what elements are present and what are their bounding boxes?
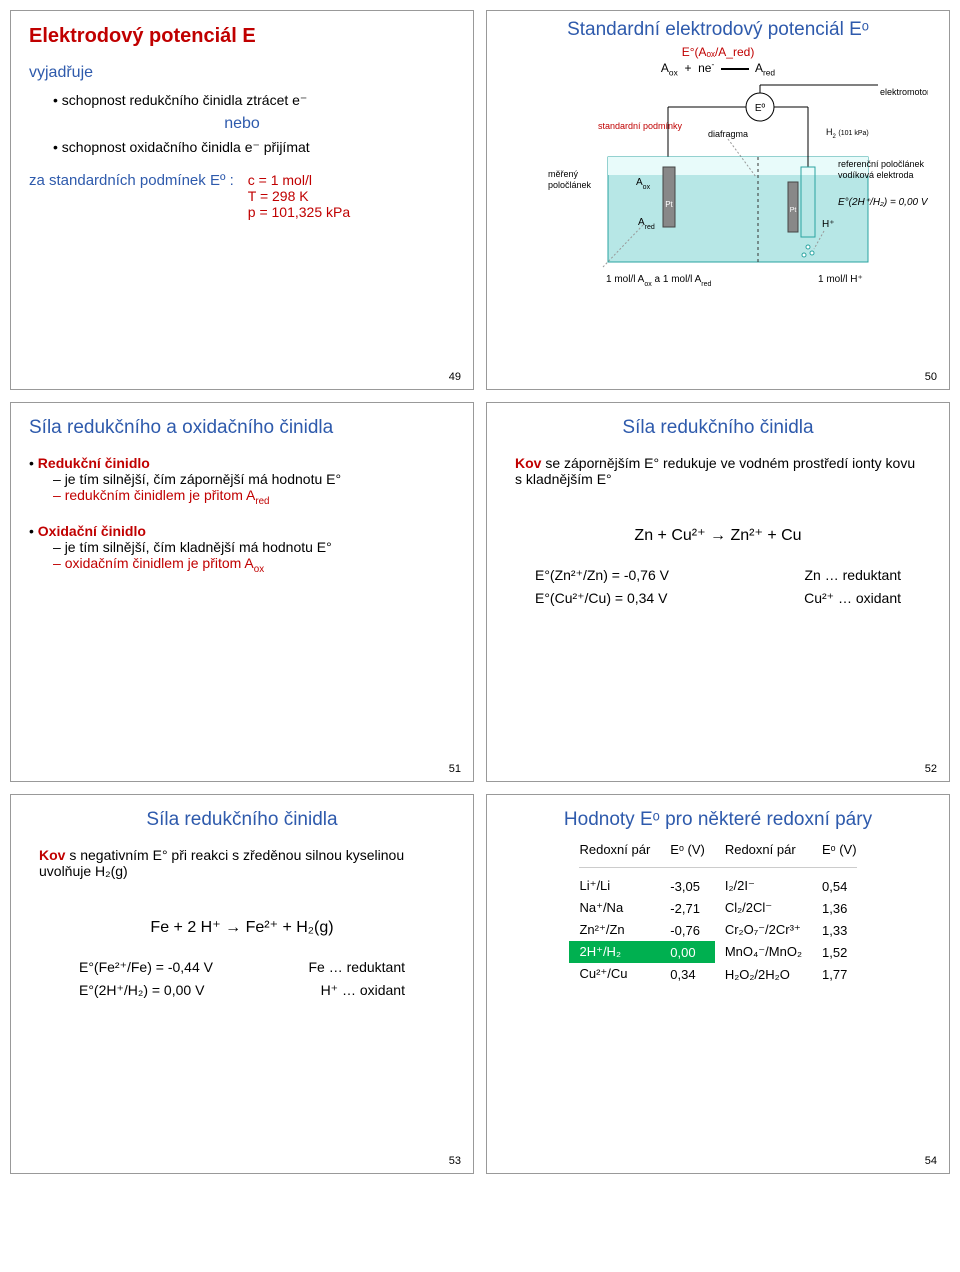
slide-53: Síla redukčního činidla Kov s negativním… (10, 794, 474, 1174)
fe-reduktant: Fe … reduktant (309, 959, 406, 976)
table-cell: -0,76 (660, 919, 715, 941)
cond-p: p = 101,325 kPa (248, 204, 350, 220)
slide-number: 50 (925, 371, 937, 383)
col-h1: Redoxní pár (569, 839, 660, 860)
red-2: redukčním činidlem je přitom Ared (53, 487, 455, 507)
svg-text:diafragma: diafragma (708, 129, 748, 139)
svg-text:E°(2H⁺/H₂) = 0,00 V: E°(2H⁺/H₂) = 0,00 V (838, 197, 928, 208)
table-cell: Zn²⁺/Zn (569, 919, 660, 941)
col-h3: Redoxní pár (715, 839, 812, 860)
table-cell: 0,54 (812, 875, 867, 897)
bullet-1: schopnost redukčního činidla ztrácet e⁻ (53, 92, 455, 109)
svg-text:referenční poločlánekvodíková: referenční poločlánekvodíková elektroda (838, 159, 925, 180)
eq-top: E°(Aₒₓ/A_red) (682, 45, 755, 59)
slide-title: Síla redukčního činidla (505, 417, 931, 439)
table-cell: MnO₄⁻/MnO₂ (715, 941, 812, 963)
ox-h: Oxidační činidlo (38, 523, 146, 539)
table-row: 2H⁺/H₂0,00MnO₄⁻/MnO₂1,52 (569, 941, 866, 963)
table-cell: H₂O₂/2H₂O (715, 963, 812, 985)
col-h4: Eᵒ (V) (812, 839, 867, 860)
kov-text: se zápornějším E° redukuje ve vodném pro… (515, 455, 915, 487)
svg-text:H2 (101 kPa): H2 (101 kPa) (826, 127, 869, 140)
ox-1: je tím silnější, čím kladnější má hodnot… (53, 539, 455, 555)
electrochemical-cell-diagram: Eº elektromotorická síla diafragma stand… (508, 77, 928, 287)
svg-text:1 mol/l H⁺: 1 mol/l H⁺ (818, 274, 863, 285)
main-eq: Aox + ne- Ared (661, 61, 775, 75)
slide-title: Standardní elektrodový potenciál Eᵒ (505, 19, 931, 41)
table-cell: -3,05 (660, 875, 715, 897)
slide-number: 54 (925, 1155, 937, 1167)
zn-reduktant: Zn … reduktant (805, 567, 902, 584)
table-cell: 1,52 (812, 941, 867, 963)
svg-text:Eº: Eº (755, 103, 766, 114)
table-cell: Cu²⁺/Cu (569, 963, 660, 985)
e-cu: E°(Cu²⁺/Cu) = 0,34 V (535, 590, 667, 607)
table-row: Zn²⁺/Zn-0,76Cr₂O₇⁻/2Cr³⁺1,33 (569, 919, 866, 941)
red-h: Redukční činidlo (38, 455, 150, 471)
slide-49: Elektrodový potenciál E vyjadřuje schopn… (10, 10, 474, 390)
kov: Kov (39, 847, 65, 863)
svg-text:H⁺: H⁺ (822, 219, 835, 230)
svg-text:měřenýpoločlánek: měřenýpoločlánek (548, 169, 592, 190)
table-row: Li⁺/Li-3,05I₂/2I⁻0,54 (569, 875, 866, 897)
cond-label: za standardních podmínek Eº : (29, 172, 234, 220)
table-row: Na⁺/Na-2,71Cl₂/2Cl⁻1,36 (569, 897, 866, 919)
table-cell: 1,36 (812, 897, 867, 919)
table-cell: 1,77 (812, 963, 867, 985)
slide-54: Hodnoty Eᵒ pro některé redoxní páry Redo… (486, 794, 950, 1174)
table-cell: 2H⁺/H₂ (569, 941, 660, 963)
kov: Kov (515, 455, 541, 471)
redox-table: Redoxní pár Eᵒ (V) Redoxní pár Eᵒ (V) Li… (569, 839, 866, 985)
slide-50: Standardní elektrodový potenciál Eᵒ E°(A… (486, 10, 950, 390)
col-h2: Eᵒ (V) (660, 839, 715, 860)
h-oxidant: H⁺ … oxidant (321, 982, 405, 999)
svg-text:1 mol/l Aox a 1 mol/l Ared: 1 mol/l Aox a 1 mol/l Ared (606, 274, 711, 287)
svg-text:Pt: Pt (665, 200, 673, 209)
svg-text:standardní podmínky: standardní podmínky (598, 121, 683, 131)
table-cell: Na⁺/Na (569, 897, 660, 919)
slide-number: 53 (449, 1155, 461, 1167)
e-h: E°(2H⁺/H₂) = 0,00 V (79, 982, 204, 999)
slide-title: Elektrodový potenciál E (29, 25, 455, 48)
slide-title: Síla redukčního a oxidačního činidla (29, 417, 455, 439)
table-cell: Cr₂O₇⁻/2Cr³⁺ (715, 919, 812, 941)
red-1: je tím silnější, čím zápornější má hodno… (53, 471, 455, 487)
slide-52: Síla redukčního činidla Kov se zápornějš… (486, 402, 950, 782)
bullet-2: schopnost oxidačního činidla e⁻ přijímat (53, 139, 455, 156)
cond-c: c = 1 mol/l (248, 172, 350, 188)
table-cell: -2,71 (660, 897, 715, 919)
table-cell: Cl₂/2Cl⁻ (715, 897, 812, 919)
svg-text:elektromotorická síla: elektromotorická síla (880, 87, 928, 97)
reaction-eq: Fe + 2 H⁺ → Fe²⁺ + H₂(g) (29, 917, 455, 937)
slide-title: Hodnoty Eᵒ pro některé redoxní páry (505, 809, 931, 831)
table-cell: 0,34 (660, 963, 715, 985)
table-row: Cu²⁺/Cu0,34H₂O₂/2H₂O1,77 (569, 963, 866, 985)
slide-number: 51 (449, 763, 461, 775)
cond-t: T = 298 K (248, 188, 350, 204)
e-zn: E°(Zn²⁺/Zn) = -0,76 V (535, 567, 669, 584)
slide-title: Síla redukčního činidla (29, 809, 455, 831)
e-fe: E°(Fe²⁺/Fe) = -0,44 V (79, 959, 213, 976)
cu-oxidant: Cu²⁺ … oxidant (804, 590, 901, 607)
table-cell: Li⁺/Li (569, 875, 660, 897)
table-cell: 1,33 (812, 919, 867, 941)
slide-51: Síla redukčního a oxidačního činidla Red… (10, 402, 474, 782)
vyjadruje: vyjadřuje (29, 64, 455, 82)
slide-number: 52 (925, 763, 937, 775)
slide-number: 49 (449, 371, 461, 383)
table-cell: I₂/2I⁻ (715, 875, 812, 897)
kov-text: s negativním E° při reakci s zředěnou si… (39, 847, 404, 879)
table-cell: 0,00 (660, 941, 715, 963)
ox-2: oxidačním činidlem je přitom Aox (53, 555, 455, 575)
svg-text:Pt: Pt (790, 207, 797, 214)
nebo: nebo (29, 115, 455, 133)
reaction-eq: Zn + Cu²⁺ → Zn²⁺ + Cu (505, 525, 931, 545)
